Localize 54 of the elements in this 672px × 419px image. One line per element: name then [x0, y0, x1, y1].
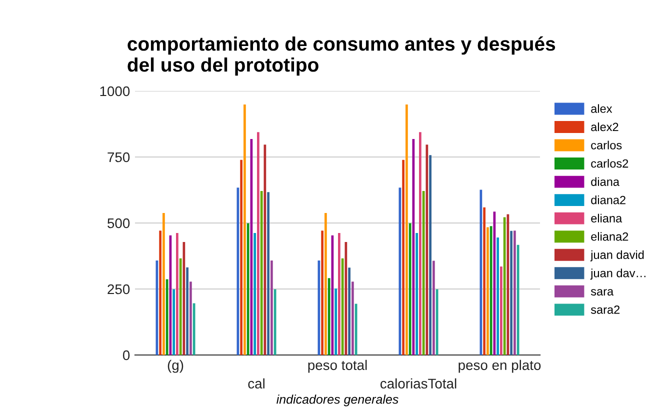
bar [406, 104, 408, 355]
bar [496, 238, 499, 355]
bar [432, 260, 435, 355]
bar [190, 282, 192, 355]
y-tick-label: 0 [122, 350, 130, 360]
legend-label: juan dav… [590, 268, 646, 280]
bar [416, 233, 418, 355]
bar [429, 155, 432, 355]
bar [267, 192, 270, 355]
bar [348, 268, 350, 355]
bar [402, 160, 404, 355]
chart-title: comportamiento de consumo antes y después del uso del prototipo [128, 36, 556, 76]
x-tick-label: peso total [308, 360, 367, 373]
legend-label: juan david [590, 250, 644, 262]
y-tick-label: 500 [108, 218, 130, 228]
legend-label: sara2 [590, 305, 620, 314]
bar [257, 132, 260, 355]
bar [270, 260, 273, 355]
bar [321, 230, 324, 355]
bar [176, 233, 178, 355]
bar [334, 288, 337, 355]
legend-label: eliana2 [591, 232, 628, 241]
legend-label: alex2 [591, 122, 618, 132]
bar [419, 132, 422, 355]
bar [324, 212, 327, 355]
bar [254, 233, 256, 355]
x-tick-label: caloriasTotal [380, 378, 456, 389]
y-tick-label: 750 [108, 152, 130, 162]
bar [486, 227, 489, 355]
y-tick-label: 1000 [100, 86, 130, 96]
bar [500, 266, 502, 355]
legend-label: sara [590, 289, 614, 296]
x-tick-label: cal [248, 378, 264, 389]
bar [510, 230, 512, 355]
legend-label: carlos2 [591, 159, 628, 168]
legend-label: diana2 [591, 196, 626, 204]
bar [244, 104, 246, 355]
bar [186, 267, 188, 355]
bar [514, 230, 516, 355]
x-tick-label: peso en plato [458, 360, 541, 373]
bar [352, 282, 354, 355]
bar [240, 160, 242, 355]
bar [159, 230, 162, 355]
x-tick-label: (g) [168, 360, 184, 373]
bar [172, 289, 175, 355]
legend-label: eliana [591, 214, 622, 222]
bar [338, 233, 340, 355]
bar [483, 207, 486, 355]
bar [162, 212, 165, 355]
x-axis-title: indicadores generales [276, 394, 398, 406]
legend-label: alex [591, 104, 612, 113]
legend-label: diana [591, 177, 620, 186]
y-tick-label: 250 [108, 284, 130, 294]
legend-label: carlos [591, 140, 622, 150]
